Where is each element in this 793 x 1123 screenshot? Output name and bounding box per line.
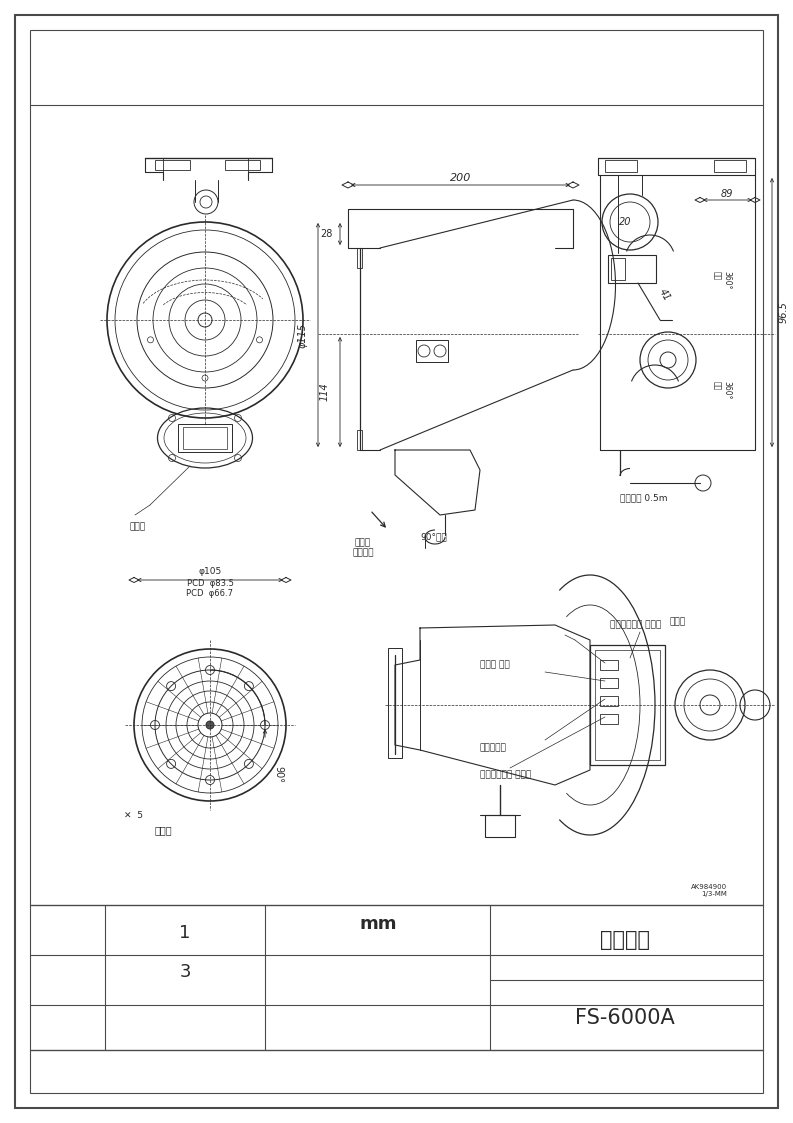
Text: 360°
可変: 360° 可変	[712, 381, 731, 400]
Bar	[388, 648, 402, 758]
Text: 取付穴: 取付穴	[155, 825, 173, 836]
Bar	[600, 714, 618, 724]
Text: 114: 114	[320, 383, 330, 401]
Bar	[714, 159, 746, 172]
Text: 90°可変: 90°可変	[420, 532, 446, 541]
Text: PCD  φ83.5: PCD φ83.5	[186, 579, 233, 588]
Text: 1: 1	[179, 924, 190, 942]
Bar	[608, 255, 656, 283]
Text: 41: 41	[657, 287, 672, 303]
Text: コード長 0.5m: コード長 0.5m	[620, 493, 668, 502]
Text: AK984900
1/3-MM: AK984900 1/3-MM	[691, 884, 727, 897]
Bar	[357, 248, 362, 268]
Text: 検知タイマ: 検知タイマ	[480, 743, 507, 752]
Text: 感度（ボリュ ーム）: 感度（ボリュ ーム）	[480, 770, 531, 779]
Bar	[590, 645, 665, 765]
Text: 96.5: 96.5	[779, 301, 789, 323]
Text: 壁付時
天井付時: 壁付時 天井付時	[352, 538, 374, 557]
Text: 配線孔: 配線孔	[670, 618, 686, 627]
Bar	[485, 815, 515, 837]
Text: 検知窓: 検知窓	[130, 522, 146, 531]
Bar	[611, 258, 625, 280]
Text: φ115: φ115	[298, 322, 308, 347]
Text: 3: 3	[179, 964, 191, 982]
Bar	[605, 159, 637, 172]
Text: 炎センサ: 炎センサ	[600, 930, 650, 950]
Text: 89: 89	[721, 189, 734, 199]
Bar	[600, 660, 618, 670]
Text: PCD  φ66.7: PCD φ66.7	[186, 590, 233, 599]
Text: 28: 28	[320, 229, 333, 239]
Text: 20: 20	[619, 217, 631, 227]
Text: 200: 200	[450, 173, 471, 183]
Bar	[595, 650, 660, 760]
Text: FS-6000A: FS-6000A	[575, 1008, 675, 1028]
Bar	[600, 678, 618, 688]
Bar	[357, 430, 362, 450]
Bar	[600, 696, 618, 706]
Text: 90°: 90°	[273, 767, 283, 784]
Text: 音声モ ード: 音声モ ード	[480, 660, 510, 669]
Text: mm: mm	[359, 915, 396, 933]
Text: φ105: φ105	[198, 567, 221, 576]
Text: ✕  5: ✕ 5	[124, 811, 143, 820]
Text: 360°
可変: 360° 可変	[712, 271, 731, 290]
Bar	[178, 424, 232, 451]
Bar	[416, 340, 448, 362]
Bar	[225, 159, 260, 170]
Bar	[183, 427, 227, 449]
Bar	[155, 159, 190, 170]
Text: 音量（ボリュ ーム）: 音量（ボリュ ーム）	[610, 621, 661, 630]
Circle shape	[206, 721, 214, 729]
